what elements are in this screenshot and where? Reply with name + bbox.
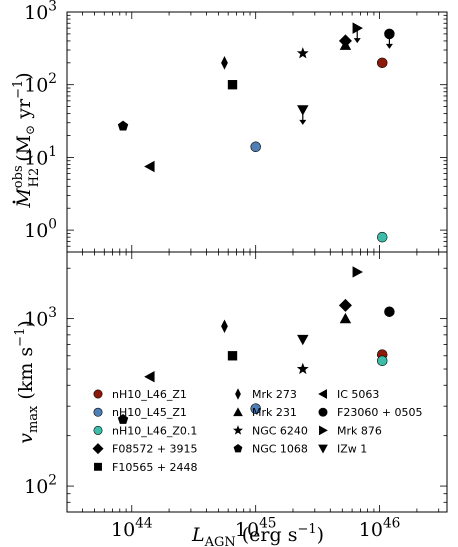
legend-label-f10565-2448: F10565 + 2448 xyxy=(112,461,198,474)
top-point-izw-1 xyxy=(297,105,309,116)
top-y-tick-label: 100 xyxy=(24,217,57,243)
top-panel: 100 101 102 103 xyxy=(24,0,448,253)
bottom-point-f08572-3915 xyxy=(338,298,352,312)
bottom-point-mrk-231 xyxy=(339,312,352,324)
legend-label-izw-1: IZw 1 xyxy=(337,443,367,456)
legend-marker-f08572-3915 xyxy=(92,443,104,455)
legend-marker-mrk-231 xyxy=(233,407,243,417)
legend-marker-nh10-l46-z1 xyxy=(93,389,103,399)
legend-label-ngc-6240: NGC 6240 xyxy=(252,424,308,437)
legend-marker-mrk-273 xyxy=(235,388,241,400)
bottom-y-tick-label: 103 xyxy=(24,305,57,331)
axis-labels: MobsH2 (M⊙ yr−1) vmax (km s−1) LAGN (erg s… xyxy=(11,72,324,547)
top-y-tick-label: 102 xyxy=(24,71,57,97)
legend-label-nh10-l45-z1: nH10_L45_Z1 xyxy=(112,406,187,419)
bottom-point-ngc-6240 xyxy=(296,362,309,375)
legend-label-mrk-876: Mrk 876 xyxy=(337,424,382,437)
top-point-mrk-231 xyxy=(339,39,352,50)
bottom-frame xyxy=(66,251,448,513)
bottom-point-f23060-0505 xyxy=(384,306,395,317)
bottom-point-mrk-273 xyxy=(221,319,228,334)
legend-marker-ngc-6240 xyxy=(232,425,244,435)
legend: nH10_L46_Z1 nH10_L45_Z1 nH10_L46_Z0.1 F0857… xyxy=(92,388,423,474)
legend-marker-mrk-876 xyxy=(319,425,328,436)
bottom-point-mrk-876 xyxy=(352,266,363,278)
bottom-x-tick-label: 1044 xyxy=(111,515,153,541)
legend-marker-izw-1 xyxy=(318,444,328,454)
top-point-nh10-l46-z0-1 xyxy=(376,231,388,243)
legend-label-f08572-3915: F08572 + 3915 xyxy=(112,443,198,456)
bottom-x-tick-label: 1045 xyxy=(235,515,277,541)
legend-label-nh10-l46-z0-1: nH10_L46_Z0.1 xyxy=(112,424,197,437)
legend-label-mrk-231: Mrk 231 xyxy=(252,406,297,419)
top-y-tick-label: 103 xyxy=(24,0,57,24)
legend-label-ic-5063: IC 5063 xyxy=(337,388,379,401)
top-point-mrk-876 xyxy=(352,22,363,34)
top-upper-limit-arrowhead xyxy=(299,119,307,125)
legend-marker-nh10-l46-z0-1 xyxy=(93,425,103,435)
top-y-tick-label: 101 xyxy=(24,144,57,170)
bottom-point-izw-1 xyxy=(297,334,309,346)
top-y-axis-label: MobsH2 (M⊙ yr−1) xyxy=(11,72,42,208)
top-point-nh10-l46-z1 xyxy=(376,57,388,69)
bottom-point-nh10-l45-z1 xyxy=(250,403,261,414)
bottom-y-tick-label: 102 xyxy=(24,473,57,499)
bottom-point-f10565-2448 xyxy=(227,351,238,361)
top-point-ngc-6240 xyxy=(296,47,309,59)
top-upper-limit-arrowhead xyxy=(353,38,361,44)
top-point-mrk-273 xyxy=(221,56,228,70)
top-point-ic-5063 xyxy=(144,160,155,173)
bottom-point-ngc-1068 xyxy=(117,413,129,424)
bottom-panel: 102 103 1044 1045 1046 xyxy=(24,251,448,541)
legend-marker-ngc-1068 xyxy=(233,443,243,453)
legend-label-mrk-273: Mrk 273 xyxy=(252,388,297,401)
legend-label-ngc-1068: NGC 1068 xyxy=(252,443,308,456)
legend-marker-f23060-0505 xyxy=(318,407,328,417)
bottom-x-tick-label: 1046 xyxy=(359,515,401,541)
top-point-f10565-2448 xyxy=(227,80,238,90)
legend-marker-f10565-2448 xyxy=(94,462,102,471)
top-point-ngc-1068 xyxy=(117,120,129,131)
legend-marker-ic-5063 xyxy=(318,389,327,399)
bottom-y-axis-label: vmax (km s−1) xyxy=(13,320,41,444)
bottom-point-nh10-l46-z0-1 xyxy=(376,355,388,367)
legend-label-f23060-0505: F23060 + 0505 xyxy=(337,406,423,419)
x-axis-label: LAGN (erg s−1) xyxy=(191,522,324,547)
bottom-point-ic-5063 xyxy=(144,370,155,383)
legend-label-nh10-l46-z1: nH10_L46_Z1 xyxy=(112,388,187,401)
top-upper-limit-arrowhead xyxy=(385,43,393,49)
legend-marker-nh10-l45-z1 xyxy=(93,407,103,417)
top-y-axis-label-dot xyxy=(12,200,16,204)
top-point-nh10-l45-z1 xyxy=(250,141,261,153)
